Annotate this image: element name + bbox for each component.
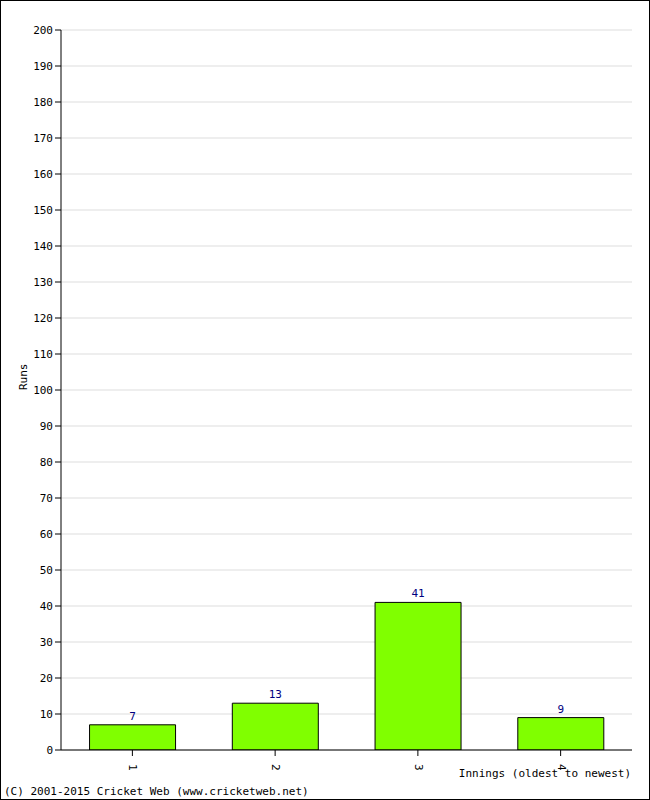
svg-text:170: 170: [33, 132, 53, 145]
svg-text:30: 30: [40, 636, 53, 649]
svg-text:13: 13: [269, 688, 282, 701]
svg-text:1: 1: [126, 764, 139, 771]
svg-text:3: 3: [412, 764, 425, 771]
svg-text:10: 10: [40, 708, 53, 721]
svg-text:41: 41: [411, 587, 424, 600]
svg-text:140: 140: [33, 240, 53, 253]
svg-text:200: 200: [33, 24, 53, 37]
svg-text:180: 180: [33, 96, 53, 109]
svg-text:70: 70: [40, 492, 53, 505]
svg-text:50: 50: [40, 564, 53, 577]
svg-text:80: 80: [40, 456, 53, 469]
svg-text:110: 110: [33, 348, 53, 361]
svg-text:40: 40: [40, 600, 53, 613]
svg-text:130: 130: [33, 276, 53, 289]
svg-text:20: 20: [40, 672, 53, 685]
svg-text:90: 90: [40, 420, 53, 433]
svg-text:60: 60: [40, 528, 53, 541]
html-text:Innings (oldest to newest): Innings (oldest to newest): [458, 767, 631, 780]
svg-text:7: 7: [129, 710, 136, 723]
svg-text:Runs: Runs: [17, 364, 30, 391]
svg-text:9: 9: [557, 703, 564, 716]
svg-text:190: 190: [33, 60, 53, 73]
svg-text:160: 160: [33, 168, 53, 181]
html-text:(C) 2001-2015 Cricket Web (www: (C) 2001-2015 Cricket Web (www.cricketwe…: [4, 785, 309, 798]
svg-text:0: 0: [46, 744, 53, 757]
svg-text:150: 150: [33, 204, 53, 217]
svg-text:2: 2: [269, 764, 282, 771]
svg-text:120: 120: [33, 312, 53, 325]
svg-text:100: 100: [33, 384, 53, 397]
